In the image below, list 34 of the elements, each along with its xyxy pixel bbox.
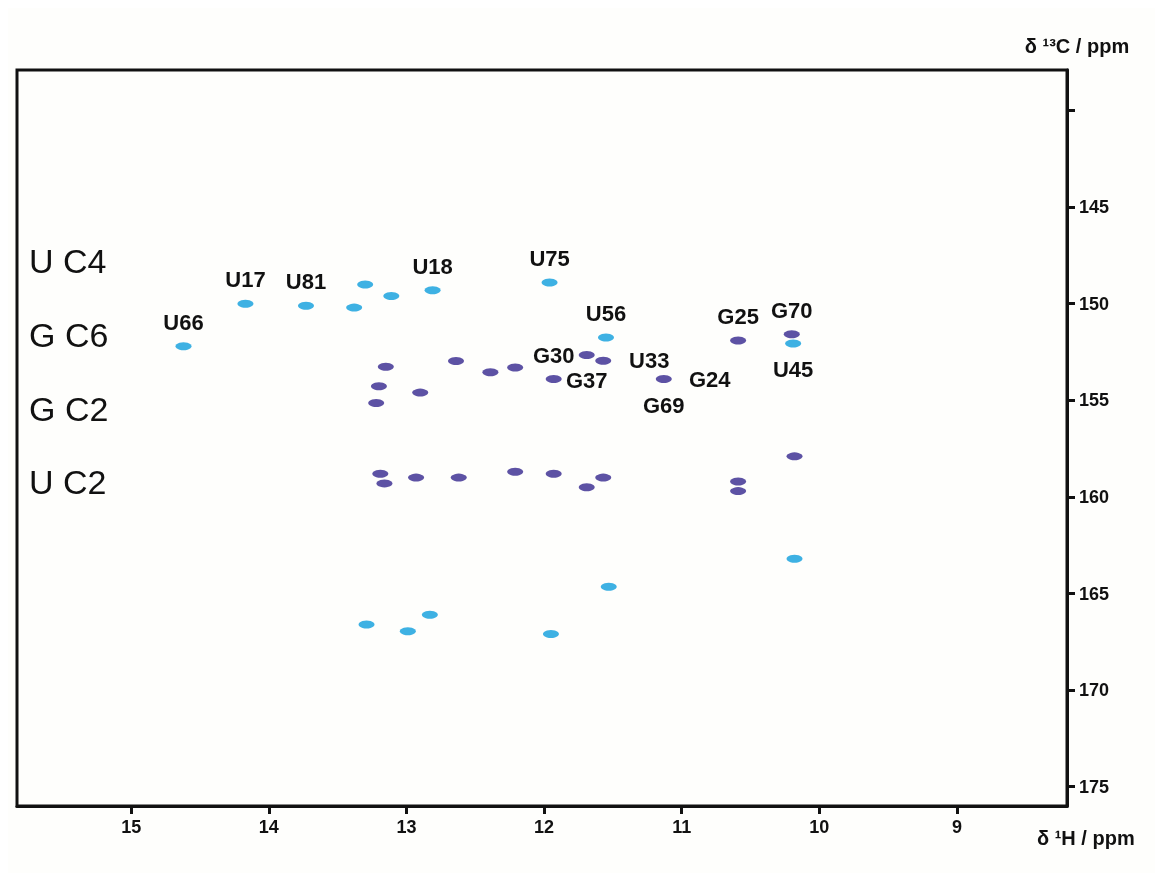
x-tick-label: 15 — [121, 817, 142, 837]
annotation: G C6 — [29, 315, 109, 354]
annotation: U66 — [163, 309, 204, 335]
x-tick-label: 10 — [809, 817, 830, 837]
annotation: G69 — [642, 392, 685, 418]
annotation: U56 — [585, 301, 627, 327]
annotation: U17 — [225, 267, 266, 293]
annotation: G C2 — [29, 389, 109, 428]
y-tick-label: 175 — [1079, 776, 1110, 797]
y-tick-label: 145 — [1079, 197, 1110, 218]
x-tick-label: 13 — [396, 817, 417, 837]
y-tick-label: 150 — [1079, 293, 1110, 314]
annotation: G30 — [532, 342, 575, 368]
x-tick-label: 12 — [534, 817, 555, 837]
annotation: U C2 — [29, 463, 107, 502]
annotation: U75 — [529, 245, 570, 271]
annotation: G24 — [688, 366, 732, 392]
x-tick-label: 14 — [258, 817, 279, 837]
y-tick-label: 155 — [1079, 390, 1110, 411]
annotation: G70 — [770, 297, 813, 323]
x-tick-label: 11 — [672, 817, 692, 837]
x-axis-title: δ ¹H / ppm — [1037, 827, 1135, 849]
annotation: G25 — [717, 303, 759, 329]
annotation: U C4 — [29, 242, 107, 281]
annotation: U33 — [629, 348, 670, 374]
y-tick-label: 160 — [1079, 486, 1110, 507]
annotation: G37 — [565, 368, 608, 394]
y-tick-label: 170 — [1079, 680, 1110, 701]
y-axis-title: δ ¹³C / ppm — [1024, 35, 1130, 57]
y-tick-label: 165 — [1079, 583, 1110, 604]
annotation: U81 — [285, 269, 327, 295]
annotation: U45 — [772, 357, 814, 383]
x-tick-label: 9 — [951, 817, 962, 837]
annotation: U18 — [412, 253, 453, 279]
